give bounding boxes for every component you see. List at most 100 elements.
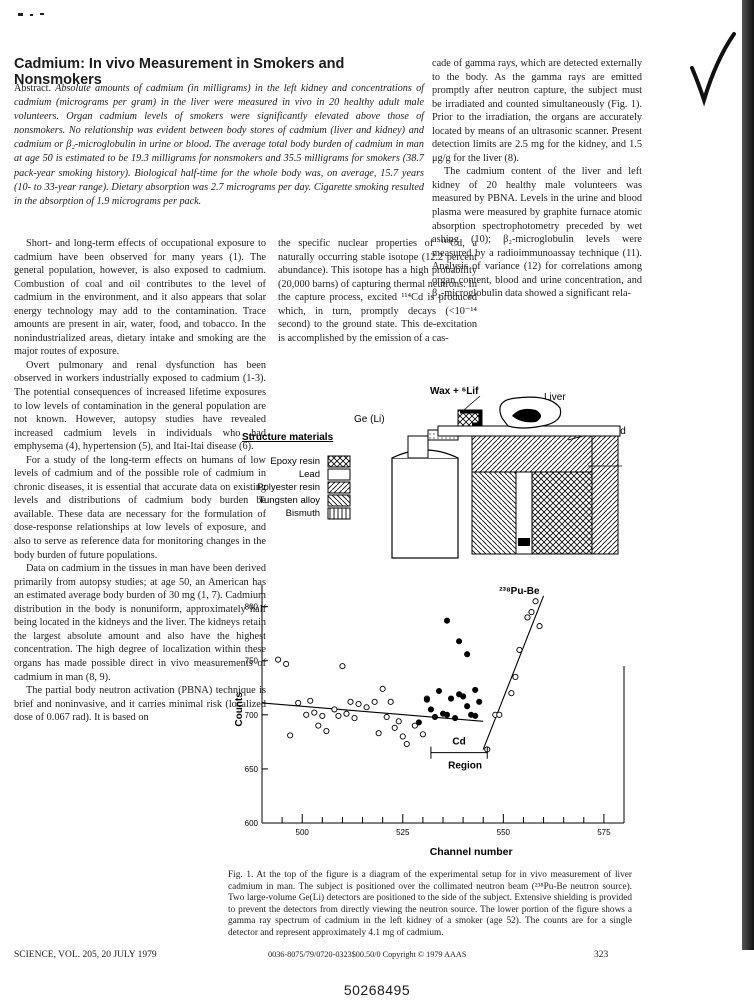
body-paragraph: the specific nuclear properties of ¹¹³Cd… xyxy=(278,238,477,344)
scan-speck xyxy=(30,14,33,16)
legend-label: Epoxy resin xyxy=(270,456,320,467)
data-point-open xyxy=(419,731,426,738)
swatch-polyester xyxy=(327,481,351,494)
detector-neck xyxy=(407,435,429,459)
data-point-open xyxy=(311,709,318,716)
body-column-left: Short- and long-term effects of occupati… xyxy=(14,237,266,725)
x-tick-label: 575 xyxy=(597,828,611,837)
body-paragraph: The cadmium content of the liver and lef… xyxy=(432,166,642,300)
swatch-lead xyxy=(327,468,351,481)
detector-label: Ge (Li) xyxy=(354,414,385,425)
data-point-filled xyxy=(427,706,434,713)
copyright-line: 0036-8075/79/0720-0323$00.50/0 Copyright… xyxy=(268,950,467,959)
data-point-open xyxy=(375,730,382,737)
data-point-open xyxy=(307,697,314,704)
scan-edge-shadow xyxy=(742,0,754,950)
data-point-filled xyxy=(443,711,451,718)
data-point-open xyxy=(371,698,378,705)
body-paragraph: For a study of the long-term effects on … xyxy=(14,454,266,561)
data-point-open xyxy=(331,706,338,713)
swatch-tungsten xyxy=(327,494,351,507)
page-number: 323 xyxy=(594,950,609,960)
x-tick-label: 500 xyxy=(296,828,310,837)
data-point-open xyxy=(536,623,543,630)
liver-label: Liver xyxy=(544,392,566,403)
data-point-open xyxy=(347,698,354,705)
figure-caption: Fig. 1. At the top of the figure is a di… xyxy=(228,870,632,940)
y-tick-label: 600 xyxy=(245,819,259,828)
shield-and-bed xyxy=(437,396,622,555)
data-point-open xyxy=(399,733,406,740)
lif-layer xyxy=(460,410,482,426)
data-point-open xyxy=(532,598,539,605)
data-point-filled xyxy=(415,719,422,726)
data-point-open xyxy=(323,727,330,735)
ge-li-detector-body xyxy=(391,457,459,559)
data-point-open xyxy=(287,732,294,739)
legend-row-lead: Lead xyxy=(299,468,351,481)
data-point-open xyxy=(395,718,402,725)
data-point-open xyxy=(355,700,362,708)
legend-row-epoxy: Epoxy resin xyxy=(270,455,351,468)
wax-block xyxy=(457,409,483,427)
abstract-lead: Abstract. xyxy=(14,83,52,94)
y-tick-label: 800 xyxy=(245,603,259,612)
data-point-filled xyxy=(452,715,459,722)
document-id: 50268495 xyxy=(343,982,411,998)
setup-diagram: Wax + ⁶Lif Liver Bed Ge (Li) Structure m… xyxy=(242,386,626,559)
data-point-open xyxy=(339,663,346,670)
gamma-spectrum-chart: 500 525 550 575 600 650 700 750 800 Cd Region ²³⁸… xyxy=(234,585,625,858)
background-fit-line xyxy=(261,702,484,722)
data-point-open xyxy=(387,698,394,705)
neutron-collimator xyxy=(515,471,533,555)
data-points xyxy=(275,598,543,753)
peak-fit-line xyxy=(482,595,545,750)
data-point-open xyxy=(295,699,302,706)
shield-left xyxy=(471,471,517,555)
scan-speck xyxy=(18,13,23,16)
data-point-filled xyxy=(435,687,443,695)
legend-row-polyester: Polyester resin xyxy=(257,481,351,494)
data-point-open xyxy=(524,614,531,621)
data-point-open xyxy=(275,656,282,663)
data-point-filled xyxy=(472,686,479,693)
data-point-open xyxy=(383,713,390,721)
data-point-open xyxy=(351,715,358,722)
caption-text: At the top of the figure is a diagram of… xyxy=(228,870,633,938)
article-title: Cadmium: In vivo Measurement in Smokers … xyxy=(14,56,345,88)
data-point-open xyxy=(283,660,290,668)
data-point-filled xyxy=(476,698,483,705)
data-point-open xyxy=(528,608,535,616)
data-point-open xyxy=(379,685,386,692)
article-abstract: Abstract. Absolute amounts of cadmium (i… xyxy=(14,82,424,209)
y-tick-label: 750 xyxy=(245,657,259,666)
legend-label: Tungsten alloy xyxy=(259,495,321,506)
legend-title: Structure materials xyxy=(242,432,334,443)
data-point-open xyxy=(512,673,519,681)
y-axis-label: Counts xyxy=(234,692,245,727)
swatch-bismuth xyxy=(327,507,351,520)
legend-row-bismuth: Bismuth xyxy=(286,507,351,520)
data-point-open xyxy=(303,711,310,718)
data-point-open xyxy=(516,646,523,653)
data-point-open xyxy=(411,722,418,729)
structure-materials-legend: Structure materials Epoxy resin Lead Pol… xyxy=(242,432,351,520)
axis-ticks: 500 525 550 575 600 650 700 750 800 xyxy=(245,603,611,837)
wax-label: Wax + ⁶Lif xyxy=(430,386,479,397)
data-point-open xyxy=(335,712,342,719)
legend-label: Polyester resin xyxy=(257,482,320,493)
swatch-epoxy xyxy=(327,455,351,468)
journal-citation: SCIENCE, VOL. 205, 20 JULY 1979 xyxy=(14,950,157,960)
body-paragraph: Short- and long-term effects of occupati… xyxy=(14,238,266,358)
data-point-open xyxy=(508,690,515,697)
caption-label: Fig. 1. xyxy=(228,870,254,880)
data-point-filled xyxy=(460,693,467,700)
body-paragraph: Overt pulmonary and renal dysfunction ha… xyxy=(14,359,266,453)
data-point-filled xyxy=(423,696,430,703)
figure-1: Wax + ⁶Lif Liver Bed Ge (Li) Structure m… xyxy=(232,380,642,870)
legend-label: Lead xyxy=(299,469,320,480)
body-paragraph: cade of gamma rays, which are detected e… xyxy=(432,58,642,164)
body-paragraph: Data on cadmium in the tissues in man ha… xyxy=(14,563,266,683)
data-point-open xyxy=(319,712,326,719)
